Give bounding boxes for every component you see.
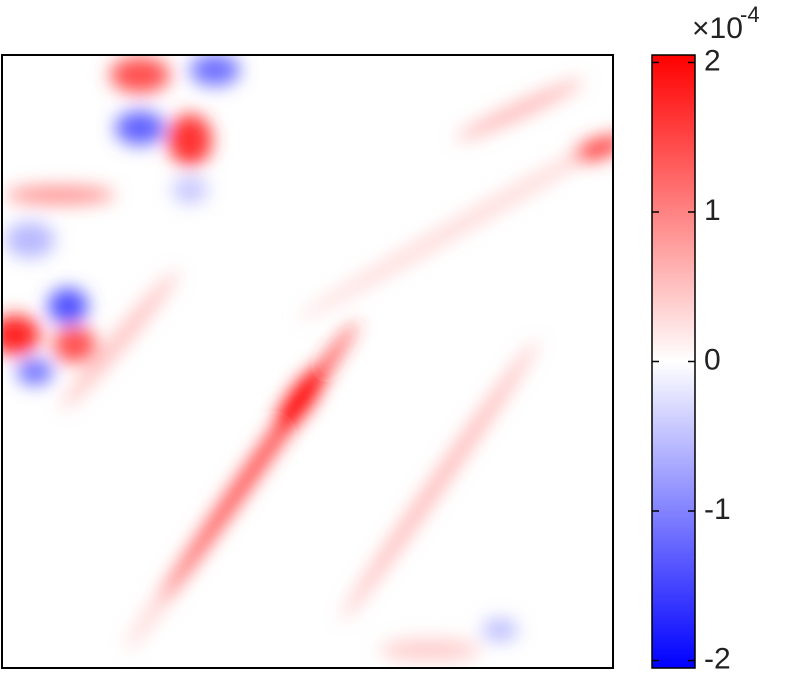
colorbar xyxy=(651,54,696,669)
field xyxy=(2,55,613,668)
tick-label: -1 xyxy=(704,493,731,526)
tick-label: 0 xyxy=(704,343,721,376)
tick-label: 2 xyxy=(704,44,721,77)
plot-frame xyxy=(1,54,614,669)
scale-exponent: -4 xyxy=(740,2,760,27)
tick-label: -2 xyxy=(704,642,731,675)
tick-label: 1 xyxy=(704,194,721,227)
scale-base: ×10 xyxy=(692,12,743,45)
